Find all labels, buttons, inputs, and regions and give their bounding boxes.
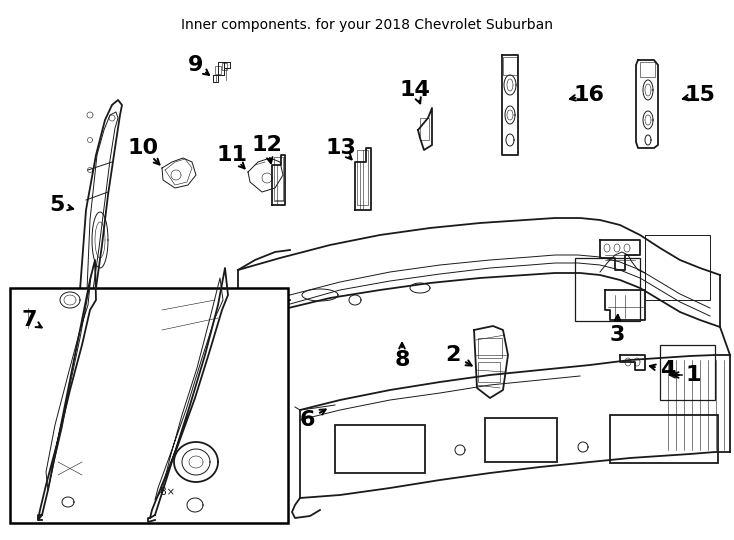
Bar (215, 66, 221, 74)
Bar (575, 258, 640, 321)
Bar (55, 398, 85, 433)
Text: B×: B× (160, 487, 175, 497)
Text: 3: 3 (609, 325, 625, 345)
Bar (357, 150, 368, 205)
Text: 12: 12 (252, 135, 283, 155)
Text: 9: 9 (189, 55, 204, 75)
Bar (10, 288, 288, 523)
Bar (610, 415, 718, 463)
Text: 4: 4 (661, 360, 676, 380)
Bar (478, 362, 500, 382)
Text: 15: 15 (685, 85, 716, 105)
Bar (335, 425, 425, 473)
Text: 1: 1 (686, 365, 701, 385)
Bar (503, 57, 517, 75)
Text: Inner components. for your 2018 Chevrolet Suburban: Inner components. for your 2018 Chevrole… (181, 18, 553, 32)
Bar (478, 338, 502, 358)
Bar (660, 345, 715, 400)
Text: 10: 10 (128, 138, 159, 158)
Bar (645, 235, 710, 300)
Text: 13: 13 (326, 138, 357, 158)
Bar (23, 310, 33, 328)
Bar (485, 418, 557, 462)
Text: 11: 11 (217, 145, 247, 165)
Bar (168, 350, 216, 392)
Text: 6: 6 (299, 410, 315, 430)
Bar (274, 157, 283, 201)
Bar (640, 62, 655, 77)
Text: 16: 16 (573, 85, 605, 105)
Text: 5: 5 (49, 195, 65, 215)
Text: 14: 14 (399, 80, 430, 100)
Text: 8: 8 (394, 350, 410, 370)
Bar (168, 400, 213, 438)
Bar (56, 445, 84, 477)
Text: 7: 7 (21, 310, 37, 330)
Bar (55, 350, 87, 388)
Bar (420, 118, 429, 140)
Bar (222, 63, 227, 70)
Text: 2: 2 (446, 345, 461, 365)
